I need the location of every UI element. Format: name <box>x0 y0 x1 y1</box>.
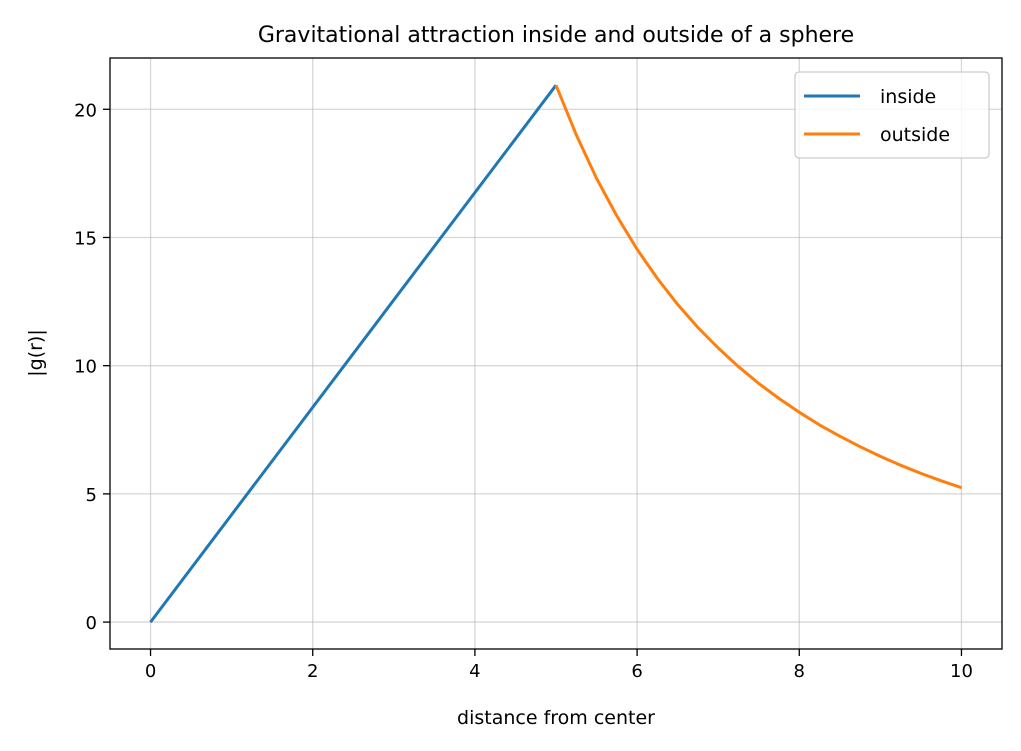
x-tick-label: 2 <box>307 661 318 682</box>
x-tick-label: 6 <box>631 661 642 682</box>
y-tick-label: 10 <box>74 357 97 378</box>
legend: inside outside <box>794 71 990 159</box>
legend-box <box>794 71 990 159</box>
series-line-inside <box>149 84 558 624</box>
legend-label-outside: outside <box>880 124 950 146</box>
x-tick-label: 8 <box>794 661 805 682</box>
y-tick-label: 15 <box>74 228 97 249</box>
ticks: 0 2 4 6 8 10 0 5 10 15 20 <box>74 100 973 682</box>
legend-label-inside: inside <box>880 86 936 108</box>
series-line-outside <box>554 84 962 490</box>
x-axis-label: distance from center <box>457 707 655 729</box>
y-tick-label: 0 <box>86 613 97 634</box>
y-tick-label: 20 <box>74 100 97 121</box>
y-tick-label: 5 <box>86 485 97 506</box>
x-tick-label: 0 <box>145 661 156 682</box>
plot-frame <box>109 57 1003 650</box>
chart-title: Gravitational attraction inside and outs… <box>258 23 854 48</box>
x-tick-label: 10 <box>950 661 973 682</box>
y-axis-label: |g(r)| <box>25 329 47 377</box>
series-lines <box>149 84 962 624</box>
x-tick-label: 4 <box>469 661 480 682</box>
